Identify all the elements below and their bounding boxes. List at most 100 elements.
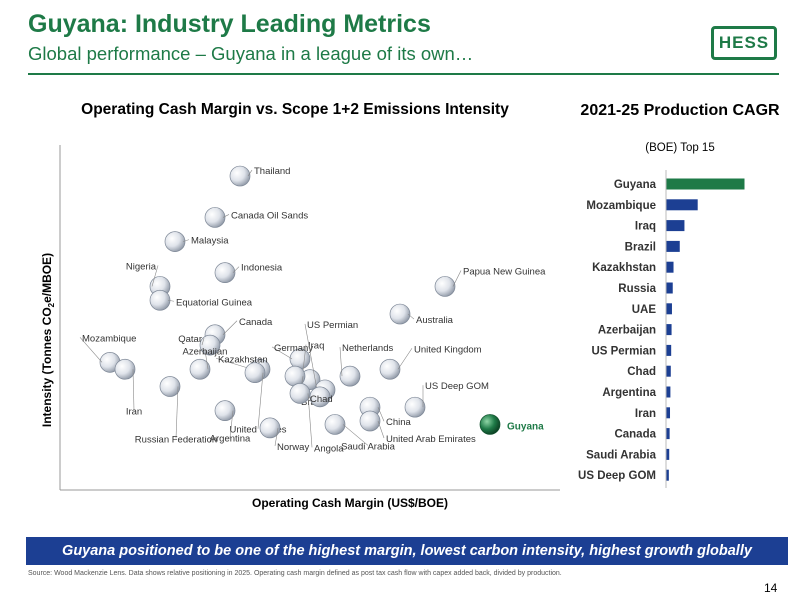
summary-banner: Guyana positioned to be one of the highe… [26,537,788,565]
scatter-leader-line [274,427,279,446]
scatter-point-united-states [244,362,266,384]
bar-saudi-arabia [666,448,670,460]
scatter-label-germany: Germany [274,343,313,354]
scatter-label-malaysia: Malaysia [191,236,229,247]
bar-us-permian [666,344,672,356]
scatter-leader-line [132,369,135,411]
scatter-leader-line [377,420,385,439]
scatter-label-saudi-arabia: Saudi Arabia [341,441,396,452]
scatter-point-papua-new-guinea [434,276,456,297]
bar-items: Guyana Mozambique Iraq Brazil Kazakhstan Russ… [578,178,745,482]
bar-label-kazakhstan: Kazakhstan [592,262,656,274]
hess-logo: HESS [711,26,777,60]
scatter-point-guyana [479,414,501,435]
bar-iraq [666,220,685,232]
bar-guyana [666,178,745,190]
bar-chad [666,365,671,377]
scatter-label-netherlands: Netherlands [342,343,393,354]
scatter-point-australia [389,303,411,325]
bar-label-uae: UAE [632,304,657,316]
scatter-leader-line [79,337,103,363]
scatter-leader-line [222,320,238,335]
scatter-point-saudi-arabia [324,414,346,435]
scatter-point-canada-oil-sands [204,207,226,228]
scatter-label-united-kingdom: United Kingdom [414,344,482,355]
scatter-point-norway [259,417,281,439]
scatter-point-united-kingdom [379,358,401,380]
scatter-point-us-deep-gom [404,396,426,418]
scatter-leader-line [151,265,159,287]
bar-canada [666,428,670,440]
scatter-label-mozambique: Mozambique [82,333,136,344]
scatter-label-thailand: Thailand [254,166,290,177]
scatter-label-guyana: Guyana [507,421,544,432]
scatter-label-qatar: Qatar [178,334,202,345]
scatter-leader-line [229,410,234,438]
scatter-label-angola: Angola [314,443,344,454]
scatter-point-argentina [214,400,236,421]
title-divider [28,73,779,75]
scatter-leader-line [452,270,462,287]
scatter-label-us-permian: US Permian [307,320,358,331]
scatter-y-axis-label: Intensity (Tonnes CO2e/MBOE) [40,253,56,427]
scatter-label-papua-new-guinea: Papua New Guinea [463,266,546,277]
scatter-leader-line [339,347,343,377]
scatter-leader-line [407,313,415,320]
scatter-label-united-arab-emirates: United Arab Emirates [386,434,476,445]
scatter-leader-line [377,407,385,422]
scatter-leader-line [304,323,318,391]
scatter-leader-line [215,357,253,370]
bar-label-us-permian: US Permian [591,345,656,357]
bar-label-guyana: Guyana [614,179,657,191]
bar-brazil [666,240,680,252]
bar-label-iran: Iran [635,408,656,420]
scatter-leader-line [342,424,369,446]
scatter-label-norway: Norway [277,442,309,453]
scatter-point-russian-federation [159,376,181,397]
scatter-point-netherlands [339,365,361,387]
bar-label-chad: Chad [627,366,656,378]
scatter-label-indonesia: Indonesia [241,263,283,274]
scatter-leader-line [271,346,293,360]
bar-label-canada: Canada [614,429,656,441]
scatter-label-china: China [386,417,412,428]
scatter-leader-line [167,299,175,302]
scatter-label-iran: Iran [126,406,142,417]
scatter-label-argentina: Argentina [210,434,251,445]
bar-us-deep-gom [666,469,669,481]
scatter-x-axis-label: Operating Cash Margin (US$/BOE) [252,496,448,510]
bar-argentina [666,386,671,398]
scatter-point-malaysia [164,231,186,252]
scatter-label-us-deep-gom: US Deep GOM [425,381,489,392]
scatter-leader-line [397,348,413,370]
bar-chart-title: 2021-25 Production CAGR [580,102,780,119]
page-title: Guyana: Industry Leading Metrics [28,10,431,38]
scatter-point-thailand [229,165,251,187]
scatter-point-azerbaijan [189,358,211,380]
bar-label-russia: Russia [618,283,656,295]
scatter-label-azerbaijan: Azerbaijan [183,346,228,357]
scatter-leader-line [307,393,313,448]
bar-label-brazil: Brazil [625,241,656,253]
scatter-label-equatorial-guinea: Equatorial Guinea [176,297,253,308]
bar-azerbaijan [666,324,672,336]
logo-text: HESS [718,33,770,52]
scatter-label-australia: Australia [416,315,454,326]
scatter-leader-line [201,338,205,346]
scatter-point-angola [289,383,311,404]
bar-iran [666,407,671,419]
scatter-point-qatar [199,334,221,356]
scatter-leader-line [247,169,253,177]
bar-label-argentina: Argentina [602,387,656,399]
scatter-point-equatorial-guinea [149,289,171,311]
source-note: Source: Wood Mackenzie Lens. Data shows … [28,570,562,577]
scatter-label-nigeria: Nigeria [126,261,157,272]
bar-russia [666,282,673,294]
scatter-points: Thailand Canada Oil Sands Malaysia Indonesi… [79,165,546,454]
bar-chart-subtitle: (BOE) Top 15 [645,142,715,154]
bar-label-saudi-arabia: Saudi Arabia [586,449,656,461]
scatter-label-chad: Chad [310,394,333,405]
scatter-label-russian-federation: Russian Federation [135,435,217,446]
